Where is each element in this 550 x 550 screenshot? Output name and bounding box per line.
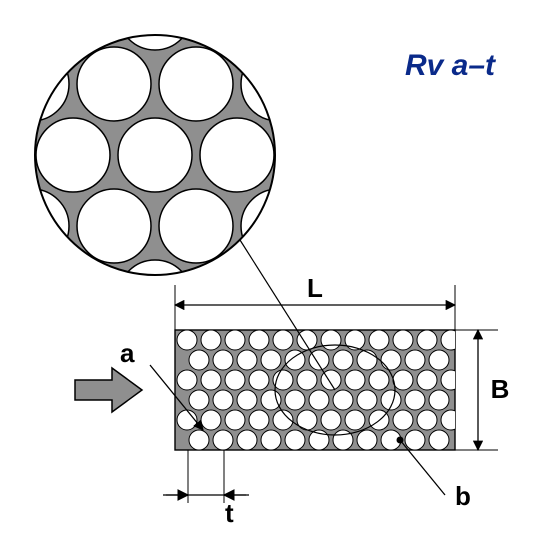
dimension-t: t	[163, 450, 249, 528]
label-b-bridge: b	[455, 481, 471, 511]
label-t: t	[225, 498, 234, 528]
perforated-sheet	[175, 330, 461, 450]
label-a: a	[120, 338, 135, 368]
perforation-diagram: Rv a–t L B a b	[0, 0, 550, 550]
label-b-height: B	[491, 374, 510, 404]
dimension-b-height: B	[455, 330, 509, 450]
pattern-code-title: Rv a–t	[405, 49, 497, 82]
feed-direction-arrow	[75, 368, 142, 412]
label-l: L	[307, 273, 323, 303]
dimension-l: L	[175, 273, 455, 330]
